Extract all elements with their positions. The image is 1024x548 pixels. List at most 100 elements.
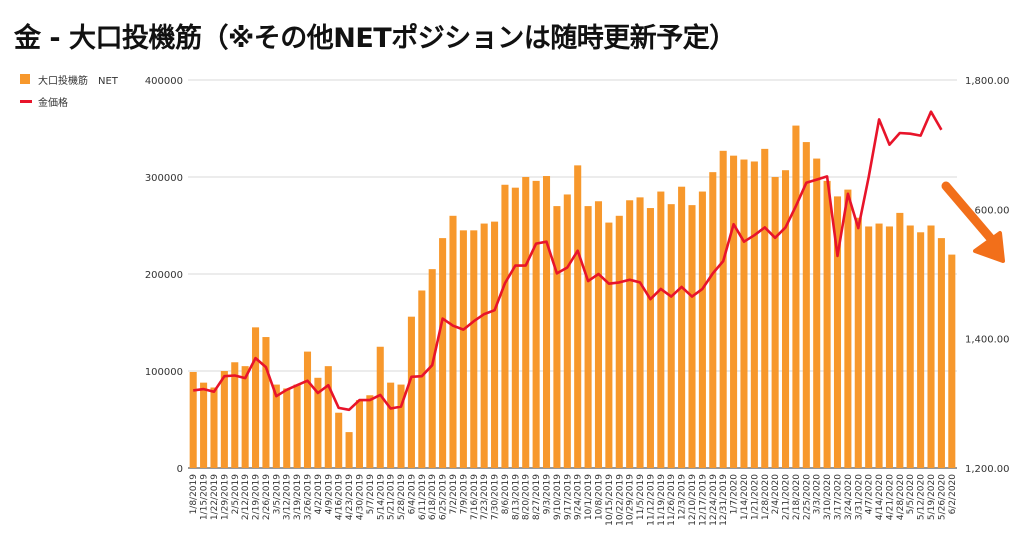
bar [615, 215, 623, 468]
x-tick-label: 10/8/2019 [594, 474, 604, 520]
x-tick-label: 4/9/2019 [324, 474, 334, 515]
bar [532, 180, 540, 468]
x-tick-label: 2/19/2019 [252, 474, 262, 520]
bar [885, 226, 893, 468]
bar [906, 225, 914, 468]
x-tick-label: 12/10/2019 [688, 474, 698, 526]
x-tick-label: 4/28/2020 [896, 474, 906, 520]
bar [792, 125, 800, 468]
bar [854, 217, 862, 468]
bar [428, 269, 436, 468]
x-tick-label: 6/25/2019 [439, 474, 449, 520]
bar [189, 371, 197, 468]
bar [335, 412, 343, 468]
x-tick-label: 5/14/2019 [376, 474, 386, 520]
x-tick-label: 3/3/2020 [813, 474, 823, 515]
x-tick-label: 5/21/2019 [387, 474, 397, 520]
bar [220, 371, 228, 468]
x-tick-label: 6/4/2019 [407, 474, 417, 515]
x-tick-label: 12/17/2019 [698, 474, 708, 526]
bar [917, 232, 925, 468]
x-tick-label: 4/16/2019 [335, 474, 345, 520]
x-tick-label: 7/30/2019 [491, 474, 501, 520]
bar [594, 201, 603, 468]
legend-swatch-bar [20, 74, 30, 84]
bar [366, 395, 374, 468]
x-tick-label: 2/25/2020 [802, 474, 812, 520]
y-left-tick-label: 100000 [145, 367, 183, 378]
bar [896, 212, 904, 468]
x-tick-label: 9/10/2019 [553, 474, 563, 520]
bar [802, 142, 810, 468]
y-right-tick-label: 1,800.00 [965, 76, 1010, 87]
arrow-shaft [941, 181, 1003, 252]
bar [678, 186, 686, 468]
bar [272, 384, 280, 468]
bar [782, 170, 790, 468]
down-right-arrow-icon [941, 181, 1005, 263]
bar [865, 226, 873, 468]
bar [387, 382, 395, 468]
legend: 大口投機筋 NET 金価格 [20, 68, 118, 112]
x-tick-label: 11/5/2019 [636, 474, 646, 520]
x-tick-label: 3/12/2019 [283, 474, 293, 520]
x-tick-label: 1/15/2019 [200, 474, 210, 520]
x-tick-label: 3/26/2019 [304, 474, 314, 520]
bar [293, 384, 301, 468]
x-tick-label: 3/19/2019 [293, 474, 303, 520]
x-tick-label: 4/14/2020 [875, 474, 885, 520]
y-right-tick-label: 1,400.00 [965, 335, 1010, 346]
x-tick-label: 4/21/2020 [885, 474, 895, 520]
x-tick-label: 11/12/2019 [646, 474, 656, 526]
bar [501, 184, 509, 468]
bar [397, 384, 405, 468]
x-tick-label: 1/22/2019 [210, 474, 220, 520]
x-tick-label: 8/27/2019 [532, 474, 542, 520]
bar [345, 432, 353, 468]
axes: 0 100000 200000 300000 400000 1,200.00 1,400.0… [145, 76, 1010, 526]
bar [449, 215, 457, 468]
x-tick-label: 5/12/2020 [917, 474, 927, 520]
bar [355, 400, 363, 468]
bar [823, 180, 831, 468]
bar [470, 230, 478, 468]
x-tick-label: 11/26/2019 [667, 474, 677, 526]
bar [574, 165, 582, 469]
x-tick-label: 8/20/2019 [522, 474, 532, 520]
line-series [193, 110, 943, 412]
x-tick-label: 10/29/2019 [626, 474, 636, 526]
bar [605, 222, 613, 468]
x-tick-label: 1/21/2020 [750, 474, 760, 520]
gold-price-line [193, 110, 943, 412]
bar [459, 230, 467, 468]
bar [511, 187, 519, 469]
bar [626, 200, 634, 468]
bar [252, 327, 260, 468]
bar [709, 172, 717, 468]
bar [407, 316, 415, 468]
x-tick-label: 5/5/2020 [906, 474, 916, 515]
x-tick-label: 8/13/2019 [511, 474, 521, 520]
legend-label-gold-price: 金価格 [38, 97, 68, 109]
bar [210, 387, 218, 468]
x-tick-label: 11/19/2019 [657, 474, 667, 526]
bar [231, 362, 239, 468]
bar [761, 148, 769, 468]
legend-item-net: 大口投機筋 NET [20, 68, 118, 90]
bar [771, 177, 779, 468]
x-tick-label: 9/24/2019 [574, 474, 584, 520]
y-left-tick-label: 0 [177, 464, 183, 475]
page-title: 金 - 大口投機筋（※その他NETポジションは随時更新予定） [14, 23, 736, 54]
x-tick-label: 6/2/2020 [948, 474, 958, 515]
bar [730, 155, 738, 468]
bar [262, 337, 270, 468]
bar [636, 197, 644, 468]
x-tick-label: 3/24/2020 [844, 474, 854, 520]
bar [833, 196, 842, 468]
x-tick-label: 12/3/2019 [678, 474, 688, 520]
x-tick-label: 1/7/2020 [730, 474, 740, 515]
x-tick-label: 4/23/2019 [345, 474, 355, 520]
x-tick-label: 10/1/2019 [584, 474, 594, 520]
bar [283, 388, 291, 468]
